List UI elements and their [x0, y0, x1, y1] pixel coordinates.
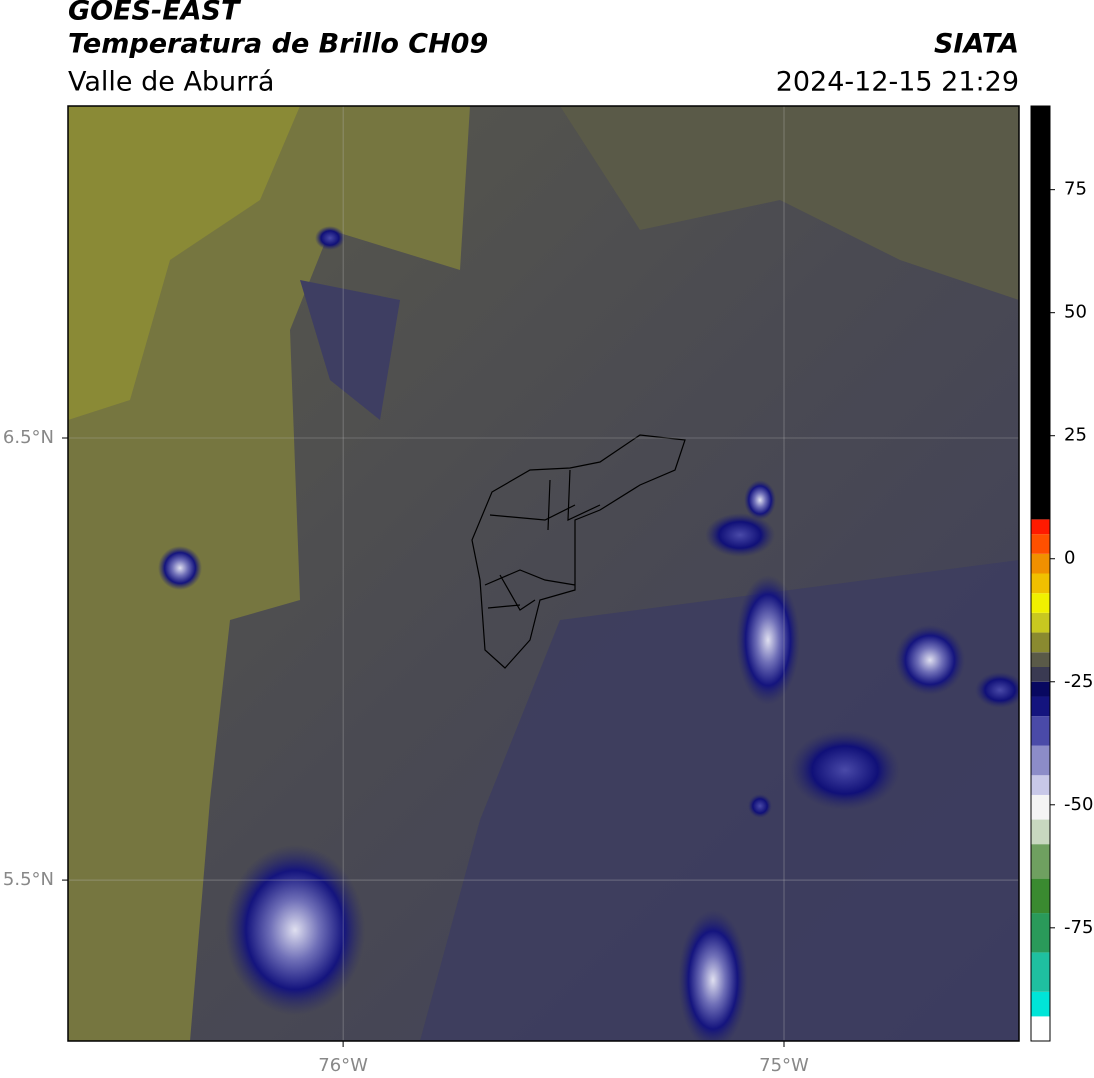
- colorbar-level: [1031, 612, 1050, 633]
- colorbar-level: [1031, 1016, 1050, 1041]
- colorbar-level: [1031, 667, 1050, 682]
- storm-cell: [736, 575, 800, 705]
- warm-region: [68, 106, 470, 1041]
- colorbar-frame: [1030, 105, 1051, 1042]
- colorbar-level: [1031, 952, 1050, 992]
- x-tick-label: 75°W: [759, 1055, 809, 1076]
- colorbar-level: [1031, 794, 1050, 820]
- colorbar-level: [1031, 913, 1050, 953]
- storm-cell: [790, 730, 900, 810]
- storm-cell: [315, 226, 345, 250]
- colorbar-level: [1031, 106, 1050, 520]
- cool-region: [300, 280, 400, 420]
- colorbar-level: [1031, 573, 1050, 594]
- y-tick-label: 5.5°N: [3, 869, 54, 890]
- colorbar-tick-label: 25: [1064, 425, 1087, 446]
- subtitle: Temperatura de Brillo CH09: [68, 29, 488, 60]
- warm-region: [68, 106, 300, 420]
- storm-cell: [678, 910, 748, 1041]
- map-frame: [67, 105, 1020, 1042]
- storm-cell: [744, 480, 776, 520]
- map-field: [68, 106, 1019, 1041]
- colorbar-level: [1031, 553, 1050, 574]
- colorbar-level: [1031, 991, 1050, 1017]
- colorbar-level: [1031, 819, 1050, 845]
- colorbar-level: [1031, 681, 1050, 697]
- colorbar-level: [1031, 519, 1050, 535]
- colorbar-level: [1031, 534, 1050, 554]
- colorbar-tick-label: -25: [1064, 671, 1093, 692]
- y-tick-label: 6.5°N: [3, 427, 54, 448]
- colorbar-level: [1031, 716, 1050, 746]
- storm-cell: [975, 672, 1019, 708]
- municipal-boundaries: [471, 434, 686, 669]
- datetime: 2024-12-15 21:29: [776, 67, 1019, 98]
- colorbar-level: [1031, 745, 1050, 776]
- colorbar-tick-label: 0: [1064, 548, 1075, 569]
- colorbar-tick-label: -50: [1064, 794, 1093, 815]
- colorbar-level: [1031, 775, 1050, 795]
- colorbar-level: [1031, 696, 1050, 717]
- storm-cell: [748, 794, 772, 818]
- storm-cell: [895, 625, 965, 695]
- colorbar-tick-label: 50: [1064, 302, 1087, 323]
- colorbar-level: [1031, 652, 1050, 667]
- colorbar-level: [1031, 593, 1050, 613]
- colorbar-level: [1031, 632, 1050, 653]
- region: Valle de Aburrá: [68, 67, 274, 98]
- storm-cell: [225, 845, 365, 1015]
- x-tick-label: 76°W: [318, 1055, 368, 1076]
- source: SIATA: [934, 29, 1019, 60]
- colorbar-tick-label: -75: [1064, 917, 1093, 938]
- mid-region: [560, 106, 1019, 300]
- colorbar-level: [1031, 878, 1050, 914]
- colorbar-tick-label: 75: [1064, 179, 1087, 200]
- colorbar-level: [1031, 844, 1050, 879]
- storm-cell: [705, 513, 775, 557]
- cool-region: [420, 560, 1019, 1041]
- storm-cell: [158, 546, 202, 590]
- title: GOES-EAST: [68, 0, 242, 27]
